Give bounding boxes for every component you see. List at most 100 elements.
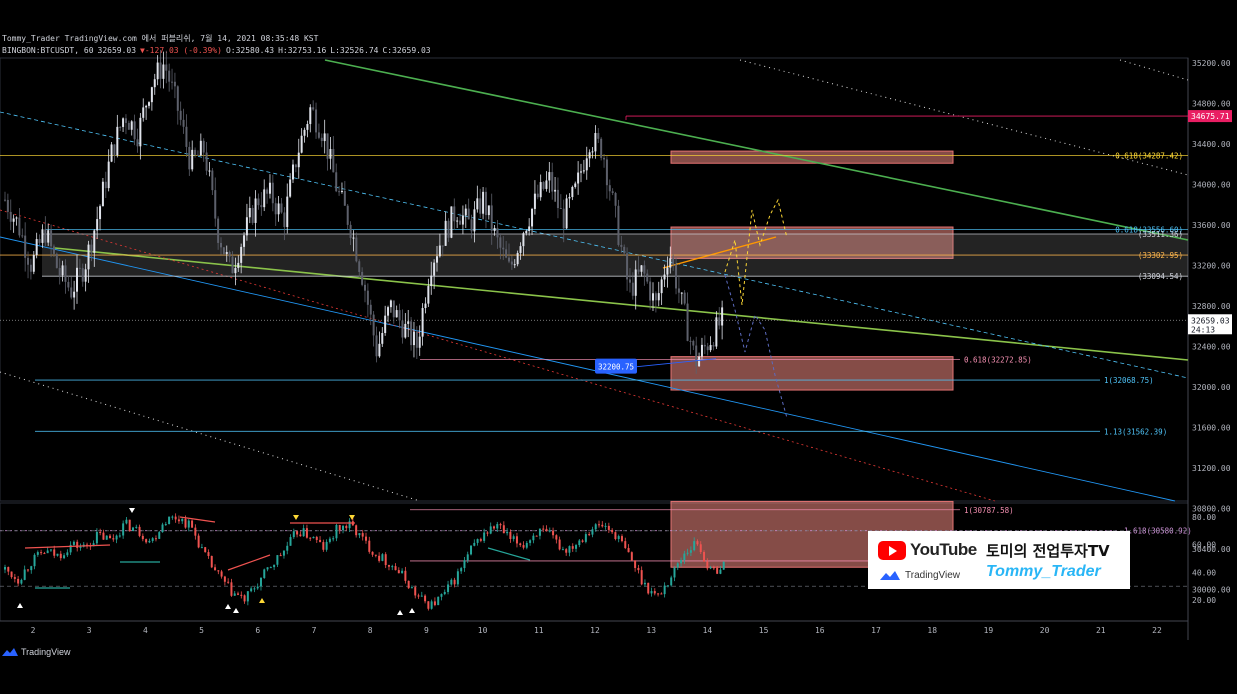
rsi-candle-body <box>502 525 505 534</box>
time-tick-label: 4 <box>143 626 148 635</box>
rsi-candle-body <box>223 576 226 582</box>
rsi-candle-body <box>584 534 587 542</box>
rsi-candle-body <box>109 535 112 539</box>
rsi-candle-body <box>532 535 535 541</box>
price-tick-label: 34000.00 <box>1192 181 1231 190</box>
rsi-candle-body <box>361 533 364 537</box>
candle-body <box>424 303 427 309</box>
candle-body <box>280 203 283 213</box>
rsi-candle-body <box>578 540 581 546</box>
rsi-tick-label: 40.00 <box>1192 568 1216 577</box>
rsi-candle-body <box>417 595 420 597</box>
candle-body <box>176 86 179 111</box>
rsi-candle-body <box>368 540 371 552</box>
time-tick-label: 8 <box>368 626 373 635</box>
rsi-candle-body <box>456 571 459 585</box>
candle-body <box>654 293 657 301</box>
rsi-candle-body <box>703 551 706 562</box>
rsi-candle-body <box>154 538 157 540</box>
rsi-candle-body <box>43 553 46 555</box>
candle-body <box>179 110 182 120</box>
rsi-candle-body <box>420 595 423 597</box>
candle-body <box>628 279 631 283</box>
candle-body <box>395 310 398 318</box>
rsi-candle-body <box>558 539 561 550</box>
rsi-candle-body <box>693 541 696 551</box>
projection-layer <box>724 198 788 419</box>
tradingview-footer[interactable]: TradingView <box>2 647 71 657</box>
candle-body <box>652 293 654 301</box>
bearish-projection <box>724 274 788 419</box>
rsi-candle-body <box>601 524 604 527</box>
rsi-candle-body <box>230 582 233 596</box>
rsi-candle-body <box>200 547 203 549</box>
candle-body <box>361 271 364 285</box>
fib-level-label: 1(30787.58) <box>964 506 1014 515</box>
chart-header: Tommy_Trader TradingView.com 에서 퍼블리쉬, 7월… <box>2 33 435 57</box>
rsi-candle-body <box>237 593 240 595</box>
candles-layer <box>4 49 724 374</box>
rsi-candle-body <box>174 516 177 520</box>
candle-body <box>340 190 343 192</box>
rsi-candle-body <box>243 595 246 602</box>
candle-body <box>666 267 669 275</box>
rsi-candle-body <box>99 531 102 533</box>
trend-line <box>0 236 1176 502</box>
candle-body <box>116 126 119 156</box>
candle-body <box>548 172 551 181</box>
candle-body <box>47 230 50 243</box>
rsi-candle-body <box>607 525 610 530</box>
candle-body <box>510 261 513 265</box>
rsi-candle-body <box>69 544 72 553</box>
rsi-candle-body <box>483 532 486 541</box>
candle-body <box>614 193 617 206</box>
rsi-candle-body <box>7 567 10 572</box>
rsi-candle-body <box>102 532 105 540</box>
candle-body <box>631 282 634 296</box>
rsi-candle-body <box>95 531 98 544</box>
candle-body <box>159 62 162 79</box>
candle-body <box>338 191 341 193</box>
rsi-candle-body <box>177 519 180 522</box>
youtube-wordmark: YouTube <box>910 540 977 559</box>
candle-body <box>412 331 415 346</box>
candle-body <box>663 274 666 280</box>
trend-line <box>739 59 1189 176</box>
rsi-candle-body <box>204 547 207 553</box>
rsi-candle-body <box>138 526 141 536</box>
rsi-candle-body <box>217 570 220 572</box>
candle-body <box>623 246 626 254</box>
rsi-candle-body <box>561 549 564 551</box>
time-tick-label: 21 <box>1096 626 1106 635</box>
candle-body <box>231 256 234 274</box>
price-tick-label: 31600.00 <box>1192 424 1231 433</box>
rsi-candle-body <box>722 561 725 570</box>
time-tick-label: 20 <box>1040 626 1050 635</box>
price-axis[interactable]: 35200.00 34800.00 34400.00 34000.00 33600.00… <box>1192 59 1231 595</box>
candle-body <box>171 81 174 83</box>
rsi-candle-body <box>630 552 633 561</box>
candle-body <box>539 182 542 198</box>
candle-body <box>640 265 643 272</box>
candle-body <box>588 152 591 159</box>
candle-body <box>196 154 199 156</box>
candle-body <box>220 242 222 248</box>
candle-body <box>289 179 292 197</box>
candle-body <box>565 198 568 229</box>
candle-body <box>260 205 263 208</box>
candle-body <box>205 152 208 171</box>
rsi-candle-body <box>171 516 174 518</box>
candle-body <box>554 189 557 192</box>
rsi-candle-body <box>568 546 571 553</box>
rsi-divergence-line <box>487 547 531 561</box>
candle-body <box>441 245 444 247</box>
symbol-label[interactable]: BINGBON:BTCUSDT, 60 <box>2 46 94 55</box>
rsi-candle-body <box>115 535 118 540</box>
candle-body <box>381 332 384 344</box>
time-axis[interactable]: 2 3 4 5 6 7 8 9 10 11 12 13 14 15 16 17 18 19 20 21 22 <box>31 626 1162 635</box>
rsi-candle-body <box>397 570 400 574</box>
rsi-candle-body <box>433 601 436 606</box>
candle-body <box>309 107 312 125</box>
